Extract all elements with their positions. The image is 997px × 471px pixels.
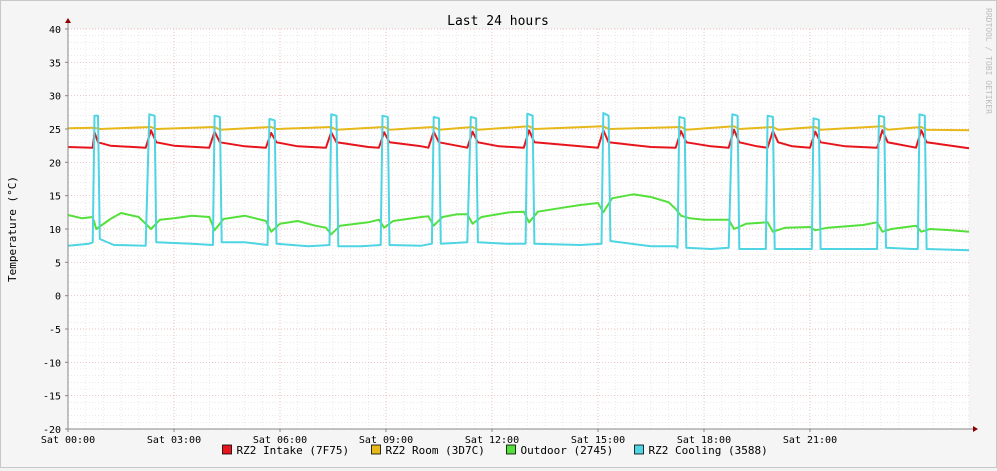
y-tick-label: -20 [43, 425, 61, 436]
y-tick-label: 10 [49, 225, 61, 236]
legend-label-3: RZ2 Cooling (3588) [649, 444, 768, 457]
y-tick-label: 40 [49, 25, 61, 36]
y-tick-label: 20 [49, 158, 61, 169]
y-tick-label: 25 [49, 125, 61, 136]
y-tick-label: -5 [49, 325, 61, 336]
series-line-3 [67, 112, 970, 252]
axes [65, 18, 978, 432]
rrdtool-watermark: RRDTOOL / TOBI OETIKER [984, 8, 993, 114]
y-tick-labels: 40 35 30 25 20 15 10 5 0 -5 -10 -15 -20 [43, 25, 68, 436]
x-tick-label: Sat 12:00 [465, 435, 519, 446]
x-tick-label: Sat 21:00 [783, 435, 837, 446]
y-tick-label: 30 [49, 92, 61, 103]
legend-swatch-2 [506, 444, 516, 455]
x-tick-label: Sat 03:00 [147, 435, 201, 446]
x-tick-label: Sat 15:00 [571, 435, 625, 446]
legend-swatch-1 [371, 444, 381, 455]
y-tick-label: 5 [55, 258, 61, 269]
y-tick-label: 0 [55, 292, 61, 303]
x-axis-arrow [973, 426, 978, 432]
x-tick-label: Sat 18:00 [677, 435, 731, 446]
y-tick-label: 35 [49, 58, 61, 69]
legend-label-0: RZ2 Intake (7F75) [237, 444, 350, 457]
y-tick-label: 15 [49, 192, 61, 203]
y-axis-arrow [65, 18, 71, 23]
y-axis-label: Temperature (°C) [6, 176, 19, 282]
x-tick-labels: Sat 00:00 Sat 03:00 Sat 06:00 Sat 09:00 Sat … [41, 429, 837, 446]
y-tick-label: -10 [43, 358, 61, 369]
series-line-0 [67, 128, 970, 150]
x-tick-label: Sat 06:00 [253, 435, 307, 446]
chart-title: Last 24 hours [447, 14, 549, 29]
series-line-2 [67, 193, 970, 236]
legend-swatch-3 [634, 444, 644, 455]
y-tick-label: -15 [43, 392, 61, 403]
legend: RZ2 Intake (7F75) RZ2 Room (3D7C) Outdoor … [222, 444, 768, 457]
legend-swatch-0 [222, 444, 232, 455]
series-lines [67, 112, 970, 252]
legend-label-2: Outdoor (2745) [521, 444, 614, 457]
legend-label-1: RZ2 Room (3D7C) [386, 444, 485, 457]
x-tick-label: Sat 09:00 [359, 435, 413, 446]
x-tick-label: Sat 00:00 [41, 435, 95, 446]
